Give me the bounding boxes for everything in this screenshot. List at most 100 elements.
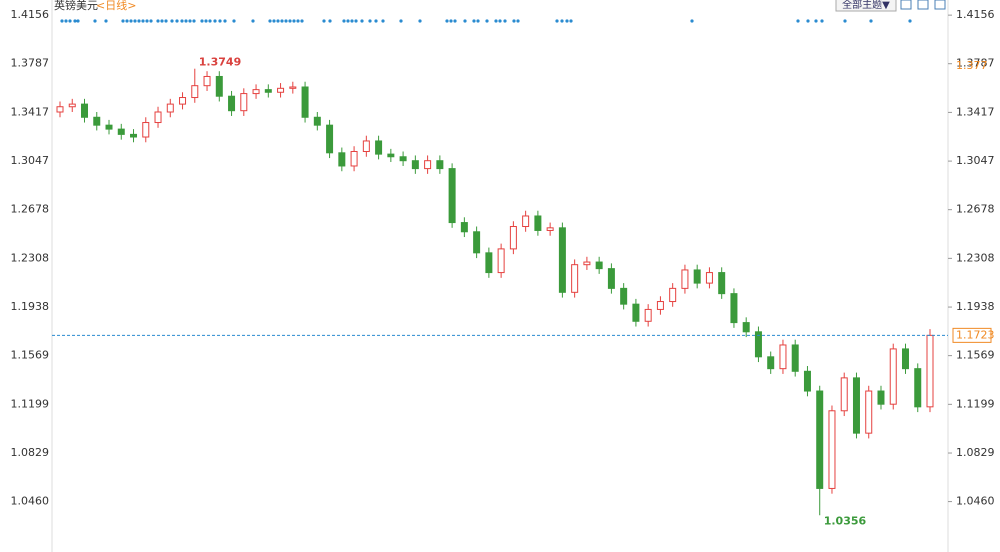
icon[interactable] (900, 0, 912, 10)
candle-body (877, 390, 885, 405)
event-dot (346, 19, 350, 23)
event-dot (213, 19, 217, 23)
candle-body (595, 261, 603, 270)
event-dot (498, 19, 502, 23)
y2-tick-label: 1.3047 (956, 154, 995, 167)
candle-body (852, 377, 860, 434)
candle-body (313, 116, 321, 126)
event-dot (164, 19, 168, 23)
candle-body (338, 152, 346, 167)
event-dot (272, 19, 276, 23)
event-dot (350, 19, 354, 23)
candle-body (166, 103, 174, 113)
candle-body (93, 116, 101, 126)
icon[interactable] (934, 0, 946, 10)
candle-body (742, 322, 750, 333)
event-dot (445, 19, 449, 23)
candle-body (326, 124, 334, 154)
candle-body (436, 160, 444, 170)
event-dot (418, 19, 422, 23)
candle-body (350, 150, 358, 167)
event-dot (160, 19, 164, 23)
candle-body (411, 160, 419, 170)
candle-body (203, 75, 211, 87)
event-dot (374, 19, 378, 23)
event-dot (170, 19, 174, 23)
event-dot (555, 19, 559, 23)
candle-body (399, 156, 407, 162)
event-dot (796, 19, 800, 23)
y2-tick-label: 1.4156 (956, 8, 995, 21)
candle-body (424, 160, 432, 170)
candle-body (215, 75, 223, 97)
event-dot (485, 19, 489, 23)
y2-tick-label: 1.2678 (956, 203, 995, 216)
candle-body (289, 86, 297, 89)
candle-body (914, 368, 922, 408)
y-tick-label: 1.4156 (11, 8, 50, 21)
theme-button-bg[interactable] (835, 0, 897, 12)
event-dot (814, 19, 818, 23)
candle-body (362, 140, 370, 152)
event-dot (156, 19, 160, 23)
y-tick-label: 1.3787 (11, 57, 50, 70)
event-dot (204, 19, 208, 23)
candle-body (448, 168, 456, 224)
candle-body (791, 344, 799, 372)
event-dot (300, 19, 304, 23)
icon[interactable] (917, 0, 929, 10)
theme-button[interactable]: 全部主题▼ (842, 0, 890, 11)
toolbar-icons (900, 0, 946, 10)
y2-tick-label: 1.1569 (956, 349, 995, 362)
y-tick-label: 1.3417 (11, 105, 50, 118)
candle-body (730, 293, 738, 324)
event-dot (76, 19, 80, 23)
candle-body (191, 85, 199, 99)
event-dot (472, 19, 476, 23)
y-tick-label: 1.3047 (11, 154, 50, 167)
y2-tick-label: 1.2308 (956, 251, 995, 264)
event-dot (223, 19, 227, 23)
y2-tick-label: 1.3417 (956, 105, 995, 118)
candle-body (571, 264, 579, 293)
candle-body (117, 128, 125, 135)
event-dot (463, 19, 467, 23)
y2-tick-label: 1.0829 (956, 446, 995, 459)
chart-subtitle: <日线> (96, 0, 136, 12)
chart-title: 英镑美元 (54, 0, 98, 12)
candle-body (607, 268, 615, 289)
candle-body (105, 124, 113, 130)
event-dot (569, 19, 573, 23)
y2-tick-label: 1.0460 (956, 495, 995, 508)
candle-body (656, 301, 664, 310)
y2-tick-label: 1.1199 (956, 397, 995, 410)
event-dot (276, 19, 280, 23)
event-dot (192, 19, 196, 23)
candle-body (228, 95, 236, 112)
event-dot (141, 19, 145, 23)
event-dot (449, 19, 453, 23)
candle-body (154, 111, 162, 124)
event-dot (284, 19, 288, 23)
event-dot (121, 19, 125, 23)
event-dot (268, 19, 272, 23)
candle-body (485, 252, 493, 274)
y2-tick-label: 1.1938 (956, 300, 995, 313)
candle-body (705, 272, 713, 284)
event-dot (360, 19, 364, 23)
y-tick-label: 1.0829 (11, 446, 50, 459)
event-dot (188, 19, 192, 23)
candle-body (632, 303, 640, 322)
event-dot (820, 19, 824, 23)
marker-label: 1.377 (956, 59, 988, 72)
event-dot (869, 19, 873, 23)
candle-body (68, 103, 76, 108)
event-dot (342, 19, 346, 23)
candle-body (828, 410, 836, 489)
candle-body (803, 370, 811, 392)
candle-body (718, 272, 726, 295)
candle-body (130, 133, 138, 138)
event-dot (73, 19, 77, 23)
candle-body (81, 103, 89, 118)
